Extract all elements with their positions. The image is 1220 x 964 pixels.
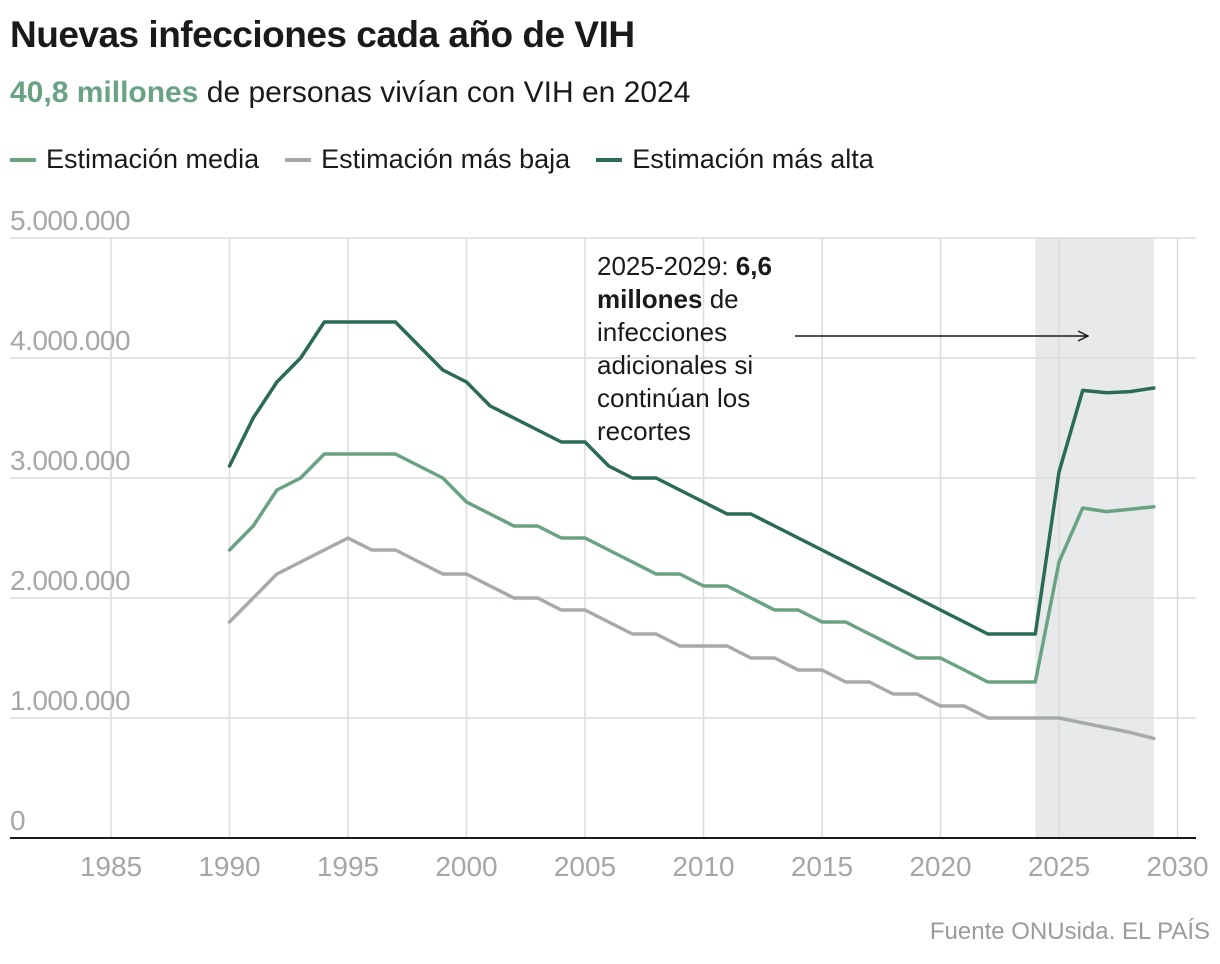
legend-item-baja: Estimación más baja (285, 144, 570, 175)
legend: Estimación media Estimación más baja Est… (10, 144, 874, 175)
subtitle-highlight: 40,8 millones (10, 76, 199, 109)
annotation: 2025-2029: 6,6 millones de infecciones a… (597, 250, 797, 448)
legend-swatch-alta (596, 157, 623, 162)
y-tick-label: 2.000.000 (10, 565, 130, 596)
x-tick-label: 2030 (1146, 851, 1208, 882)
annotation-bold: 6,6 millones (597, 251, 772, 314)
chart-subtitle: 40,8 millones de personas vivían con VIH… (10, 76, 690, 110)
source-note: Fuente ONUsida. EL PAÍS (929, 918, 1210, 945)
x-tick-label: 1990 (198, 851, 260, 882)
series-line-alta (227, 320, 1156, 636)
legend-swatch-media (10, 157, 36, 162)
x-tick-label: 2005 (554, 851, 616, 882)
x-tick-label: 1995 (317, 851, 379, 882)
y-tick-label: 1.000.000 (10, 685, 130, 716)
subtitle-text: de personas vivían con VIH en 2024 (198, 76, 691, 109)
projection-band (1035, 238, 1154, 838)
legend-item-alta: Estimación más alta (596, 144, 874, 175)
legend-label-media: Estimación media (46, 144, 260, 174)
y-tick-label: 5.000.000 (10, 205, 130, 236)
series-line-baja (227, 536, 1156, 741)
y-tick-label: 3.000.000 (10, 445, 130, 476)
x-tick-label: 2025 (1028, 851, 1090, 882)
annotation-part2: de infecciones adicionales si continúan … (597, 284, 754, 446)
legend-item-media: Estimación media (10, 144, 259, 175)
series-line-media (227, 452, 1156, 684)
x-tick-label: 2020 (909, 851, 971, 882)
x-tick-label: 2000 (435, 851, 497, 882)
annotation-part1: 2025-2029: (597, 251, 736, 281)
legend-swatch-baja (285, 157, 312, 162)
y-tick-label: 4.000.000 (10, 325, 130, 356)
legend-label-baja: Estimación más baja (321, 144, 571, 174)
y-tick-label: 0 (10, 805, 25, 836)
x-tick-label: 2010 (672, 851, 734, 882)
chart-title: Nuevas infecciones cada año de VIH (10, 14, 635, 55)
legend-label-alta: Estimación más alta (632, 144, 874, 174)
x-tick-label: 1985 (80, 851, 142, 882)
x-tick-label: 2015 (791, 851, 853, 882)
